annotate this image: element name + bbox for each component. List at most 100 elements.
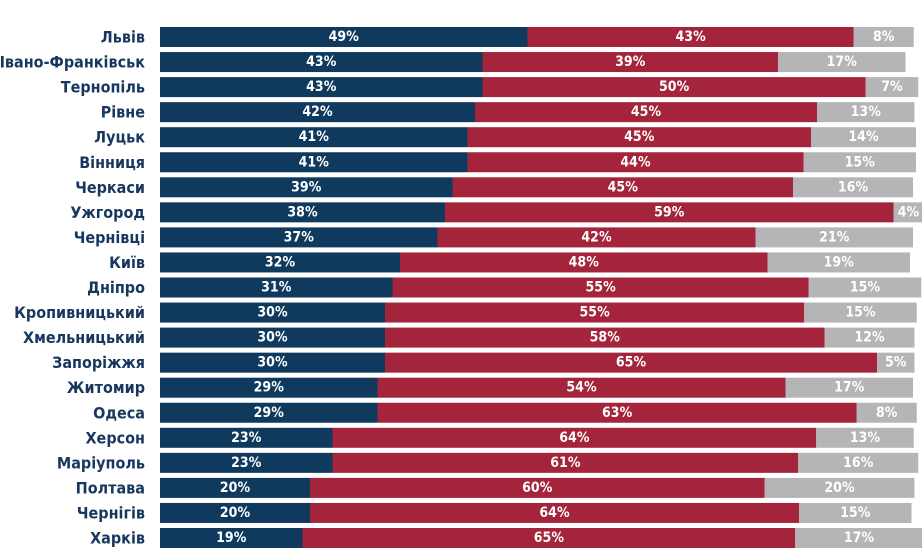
category-label: Чернігів — [77, 503, 145, 522]
bar-segment-3 — [778, 52, 906, 73]
data-label: 30% — [257, 330, 288, 346]
data-label: 39% — [615, 54, 646, 70]
data-label: 54% — [566, 380, 597, 396]
category-label: Луцьк — [94, 128, 145, 147]
data-label: 64% — [559, 430, 590, 446]
bar-segment-1 — [160, 352, 385, 373]
bar-segment-3 — [865, 77, 919, 98]
bar-segment-2 — [467, 127, 811, 148]
data-label: 29% — [254, 405, 285, 421]
bar-row: Вінниця 41% 44% 15% — [79, 152, 916, 173]
data-label: 38% — [287, 204, 318, 220]
data-label: 41% — [299, 129, 330, 145]
data-label: 45% — [631, 104, 662, 120]
data-label: 59% — [654, 204, 685, 220]
category-label: Хмельницький — [23, 328, 145, 347]
bar-segment-2 — [385, 302, 805, 323]
category-label: Тернопіль — [61, 78, 145, 97]
data-label: 16% — [843, 455, 874, 471]
bar-row: Хмельницький 30% 58% 12% — [23, 327, 915, 348]
data-label: 17% — [844, 530, 875, 546]
data-label: 43% — [306, 79, 337, 95]
bar-segment-2 — [302, 528, 796, 548]
bar-segment-3 — [893, 202, 922, 223]
category-label: Запоріжжя — [52, 353, 145, 372]
bar-segment-1 — [160, 252, 400, 273]
bar-segment-3 — [798, 452, 919, 473]
bar-segment-1 — [160, 327, 385, 348]
bar-segment-1 — [160, 477, 310, 498]
bar-segment-2 — [445, 202, 894, 223]
data-label: 15% — [845, 305, 876, 321]
bar-segment-3 — [785, 377, 913, 398]
chart-rows: Львів 49% 43% 8% Івано-Франківськ 43% 39% 17% Те… — [0, 27, 922, 548]
category-label: Дніпро — [87, 278, 145, 297]
category-label: Херсон — [85, 428, 145, 447]
data-label: 20% — [220, 480, 251, 496]
data-label: 37% — [284, 229, 315, 245]
category-label: Рівне — [101, 103, 146, 122]
category-label: Одеса — [93, 403, 145, 422]
bar-segment-1 — [160, 102, 475, 123]
data-label: 65% — [534, 530, 565, 546]
category-label: Ужгород — [70, 203, 145, 222]
data-label: 45% — [624, 129, 655, 145]
data-label: 58% — [590, 330, 621, 346]
bar-segment-2 — [377, 402, 857, 423]
data-label: 13% — [850, 430, 881, 446]
category-label: Кропивницький — [14, 303, 145, 322]
bar-row: Луцьк 41% 45% 14% — [94, 127, 916, 148]
data-label: 17% — [834, 380, 865, 396]
bar-segment-2 — [437, 227, 756, 248]
data-label: 23% — [231, 455, 262, 471]
bar-row: Черкаси 39% 45% 16% — [75, 177, 913, 198]
bar-segment-3 — [817, 102, 915, 123]
category-label: Івано-Франківськ — [0, 53, 145, 72]
data-label: 20% — [824, 480, 855, 496]
category-label: Львів — [101, 28, 145, 47]
bar-segment-2 — [452, 177, 793, 198]
bar-segment-2 — [482, 77, 866, 98]
data-label: 5% — [885, 355, 907, 371]
data-label: 60% — [522, 480, 553, 496]
data-label: 61% — [550, 455, 581, 471]
bar-segment-1 — [160, 52, 483, 73]
bar-segment-1 — [160, 227, 438, 248]
data-label: 55% — [586, 280, 617, 296]
data-label: 43% — [676, 29, 707, 45]
bar-segment-1 — [160, 27, 528, 47]
bar-segment-3 — [816, 427, 914, 448]
data-label: 50% — [659, 79, 690, 95]
data-label: 42% — [302, 104, 333, 120]
data-label: 44% — [620, 154, 651, 170]
data-label: 8% — [873, 29, 895, 45]
bar-row: Кропивницький 30% 55% 15% — [14, 302, 917, 323]
bar-row: Маріуполь 23% 61% 16% — [57, 452, 919, 473]
bar-segment-3 — [755, 227, 913, 248]
data-label: 39% — [291, 179, 322, 195]
bar-row: Дніпро 31% 55% 15% — [87, 277, 922, 298]
bar-segment-2 — [475, 102, 817, 123]
bar-row: Херсон 23% 64% 13% — [85, 427, 914, 448]
bar-segment-2 — [310, 477, 765, 498]
bar-segment-1 — [160, 452, 333, 473]
bar-segment-2 — [385, 327, 825, 348]
data-label: 31% — [261, 280, 292, 296]
data-label: 8% — [876, 405, 898, 421]
data-label: 16% — [838, 179, 869, 195]
bar-segment-3 — [764, 477, 915, 498]
data-label: 48% — [569, 254, 600, 270]
category-label: Житомир — [67, 378, 145, 397]
bar-segment-2 — [392, 277, 809, 298]
category-label: Київ — [109, 253, 145, 272]
bar-row: Чернівці 37% 42% 21% — [74, 227, 913, 248]
bar-segment-1 — [160, 377, 378, 398]
bar-segment-1 — [160, 177, 453, 198]
bar-segment-2 — [527, 27, 854, 47]
bar-segment-1 — [160, 127, 468, 148]
category-label: Чернівці — [74, 228, 145, 247]
bar-row: Запоріжжя 30% 65% 5% — [52, 352, 915, 373]
data-label: 65% — [616, 355, 647, 371]
data-label: 43% — [306, 54, 337, 70]
